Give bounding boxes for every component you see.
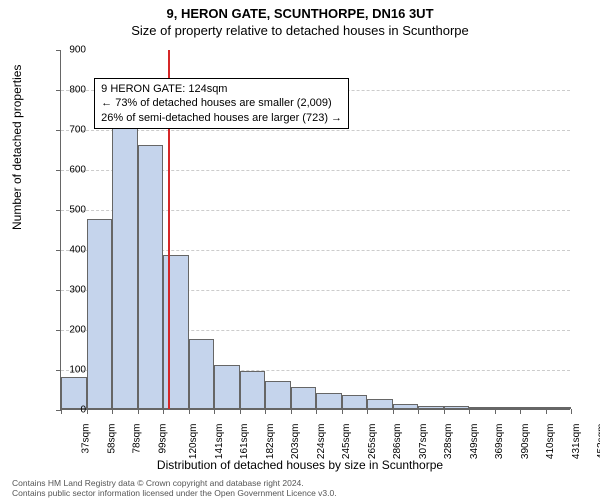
xtick-mark	[240, 409, 241, 414]
xtick-mark	[163, 409, 164, 414]
xtick-mark	[214, 409, 215, 414]
histogram-bar	[469, 407, 495, 409]
xtick-mark	[444, 409, 445, 414]
xtick-label: 182sqm	[265, 424, 276, 460]
xtick-label: 286sqm	[392, 424, 403, 460]
xtick-label: 369sqm	[494, 424, 505, 460]
xtick-label: 452sqm	[596, 424, 600, 460]
ytick-label: 300	[56, 285, 86, 296]
histogram-bar	[393, 404, 419, 409]
xtick-label: 99sqm	[157, 424, 168, 454]
footer-line1: Contains HM Land Registry data © Crown c…	[12, 478, 337, 488]
histogram-bar	[138, 145, 164, 409]
ytick-label: 700	[56, 125, 86, 136]
xtick-label: 307sqm	[418, 424, 429, 460]
ytick-label: 200	[56, 325, 86, 336]
xtick-mark	[495, 409, 496, 414]
xtick-label: 410sqm	[545, 424, 556, 460]
histogram-bar	[163, 255, 189, 409]
histogram-bar	[520, 407, 546, 409]
xtick-label: 120sqm	[188, 424, 199, 460]
histogram-bar	[189, 339, 215, 409]
xtick-mark	[393, 409, 394, 414]
xtick-label: 37sqm	[81, 424, 92, 454]
histogram-bar	[444, 406, 470, 409]
chart-title-line1: 9, HERON GATE, SCUNTHORPE, DN16 3UT	[0, 0, 600, 21]
xtick-label: 265sqm	[367, 424, 378, 460]
ytick-label: 500	[56, 205, 86, 216]
histogram-bar	[495, 407, 521, 409]
xtick-label: 390sqm	[520, 424, 531, 460]
histogram-bar	[240, 371, 266, 409]
ytick-label: 900	[56, 45, 86, 56]
xtick-label: 141sqm	[214, 424, 225, 460]
xtick-label: 78sqm	[132, 424, 143, 454]
ytick-label: 600	[56, 165, 86, 176]
xtick-label: 161sqm	[239, 424, 250, 460]
xtick-mark	[316, 409, 317, 414]
xtick-mark	[112, 409, 113, 414]
xtick-mark	[418, 409, 419, 414]
x-axis-label: Distribution of detached houses by size …	[0, 458, 600, 472]
plot-area: 9 HERON GATE: 124sqm← 73% of detached ho…	[60, 50, 570, 410]
histogram-bar	[265, 381, 291, 409]
xtick-mark	[291, 409, 292, 414]
footer-attribution: Contains HM Land Registry data © Crown c…	[12, 478, 337, 498]
footer-line2: Contains public sector information licen…	[12, 488, 337, 498]
xtick-mark	[87, 409, 88, 414]
xtick-label: 431sqm	[571, 424, 582, 460]
ytick-label: 0	[56, 405, 86, 416]
histogram-bar	[342, 395, 368, 409]
xtick-label: 245sqm	[341, 424, 352, 460]
histogram-bar	[367, 399, 393, 409]
ytick-label: 100	[56, 365, 86, 376]
xtick-label: 58sqm	[106, 424, 117, 454]
xtick-label: 349sqm	[469, 424, 480, 460]
histogram-bar	[87, 219, 113, 409]
xtick-mark	[520, 409, 521, 414]
y-axis-label: Number of detached properties	[10, 65, 24, 230]
xtick-mark	[342, 409, 343, 414]
ytick-label: 800	[56, 85, 86, 96]
xtick-mark	[265, 409, 266, 414]
xtick-label: 224sqm	[316, 424, 327, 460]
histogram-bar	[546, 407, 572, 409]
chart-title-line2: Size of property relative to detached ho…	[0, 21, 600, 38]
annotation-line3: 26% of semi-detached houses are larger (…	[101, 111, 342, 125]
xtick-mark	[546, 409, 547, 414]
xtick-label: 328sqm	[443, 424, 454, 460]
chart-container: 9, HERON GATE, SCUNTHORPE, DN16 3UT Size…	[0, 0, 600, 500]
xtick-mark	[571, 409, 572, 414]
histogram-bar	[214, 365, 240, 409]
annotation-line2: ← 73% of detached houses are smaller (2,…	[101, 96, 342, 110]
xtick-label: 203sqm	[290, 424, 301, 460]
xtick-mark	[138, 409, 139, 414]
annotation-box: 9 HERON GATE: 124sqm← 73% of detached ho…	[94, 78, 349, 129]
histogram-bar	[418, 406, 444, 409]
histogram-bar	[112, 113, 138, 409]
histogram-bar	[316, 393, 342, 409]
xtick-mark	[367, 409, 368, 414]
xtick-mark	[189, 409, 190, 414]
xtick-mark	[469, 409, 470, 414]
annotation-line1: 9 HERON GATE: 124sqm	[101, 82, 342, 96]
ytick-label: 400	[56, 245, 86, 256]
histogram-bar	[291, 387, 317, 409]
